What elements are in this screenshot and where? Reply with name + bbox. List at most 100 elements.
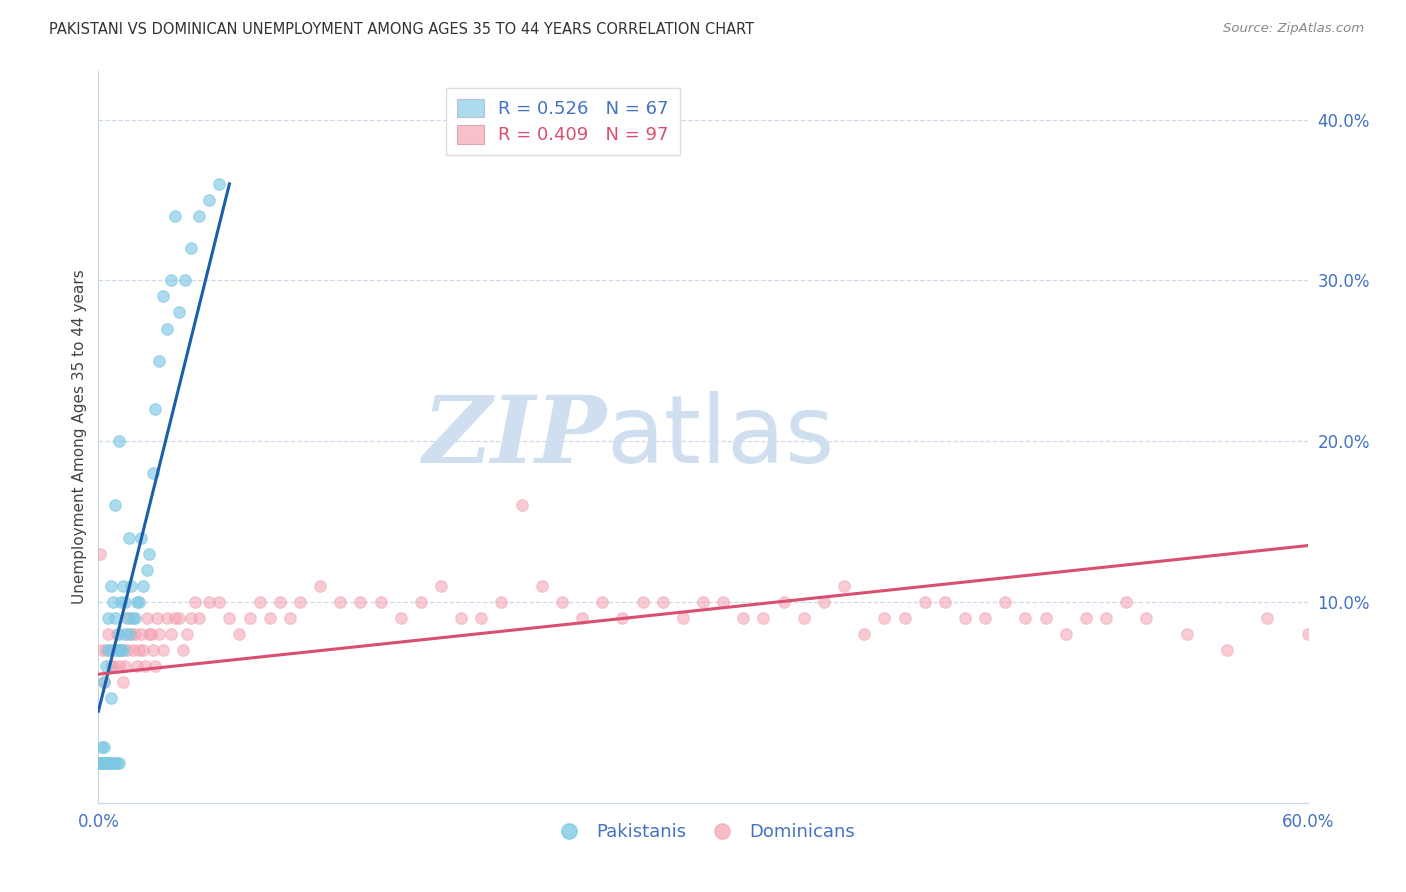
Point — [450, 611, 472, 625]
Point — [120, 627, 142, 641]
Point — [218, 611, 240, 625]
Point — [107, 627, 129, 641]
Point — [89, 756, 111, 770]
Point — [530, 579, 553, 593]
Point — [160, 627, 183, 641]
Point — [269, 595, 291, 609]
Point — [97, 627, 120, 641]
Point — [148, 353, 170, 368]
Point — [409, 595, 432, 609]
Point — [118, 627, 141, 641]
Point — [91, 756, 114, 770]
Point — [873, 611, 896, 625]
Point — [114, 595, 136, 609]
Point — [115, 643, 138, 657]
Point — [152, 289, 174, 303]
Point — [101, 756, 124, 770]
Point — [93, 739, 115, 754]
Point — [103, 611, 125, 625]
Point — [89, 756, 111, 770]
Point — [135, 611, 157, 625]
Point — [132, 643, 155, 657]
Point — [152, 643, 174, 657]
Point — [100, 659, 122, 673]
Point — [309, 579, 332, 593]
Point — [146, 611, 169, 625]
Point — [103, 756, 125, 770]
Point — [631, 595, 654, 609]
Point — [107, 643, 129, 657]
Point — [1135, 611, 1157, 625]
Point — [893, 611, 915, 625]
Text: atlas: atlas — [606, 391, 835, 483]
Point — [612, 611, 634, 625]
Point — [128, 643, 150, 657]
Point — [160, 273, 183, 287]
Point — [97, 611, 120, 625]
Point — [934, 595, 956, 609]
Point — [1014, 611, 1036, 625]
Point — [120, 579, 142, 593]
Point — [125, 595, 148, 609]
Point — [813, 595, 835, 609]
Point — [349, 595, 371, 609]
Point — [1095, 611, 1118, 625]
Point — [571, 611, 593, 625]
Point — [93, 675, 115, 690]
Point — [107, 756, 129, 770]
Point — [138, 627, 160, 641]
Point — [278, 611, 301, 625]
Point — [89, 756, 111, 770]
Point — [228, 627, 250, 641]
Point — [208, 177, 231, 191]
Point — [91, 756, 114, 770]
Point — [121, 643, 143, 657]
Point — [1316, 643, 1339, 657]
Point — [110, 643, 132, 657]
Point — [180, 611, 202, 625]
Point — [93, 756, 115, 770]
Point — [142, 643, 165, 657]
Point — [118, 611, 141, 625]
Point — [793, 611, 815, 625]
Point — [89, 547, 111, 561]
Point — [370, 595, 392, 609]
Point — [129, 627, 152, 641]
Point — [1175, 627, 1198, 641]
Point — [288, 595, 311, 609]
Point — [111, 579, 134, 593]
Point — [93, 675, 115, 690]
Point — [101, 595, 124, 609]
Legend: Pakistanis, Dominicans: Pakistanis, Dominicans — [544, 816, 862, 848]
Point — [180, 241, 202, 255]
Point — [163, 209, 186, 223]
Point — [752, 611, 775, 625]
Point — [772, 595, 794, 609]
Point — [118, 531, 141, 545]
Point — [259, 611, 281, 625]
Point — [156, 611, 179, 625]
Point — [470, 611, 492, 625]
Point — [198, 595, 221, 609]
Point — [115, 611, 138, 625]
Point — [93, 756, 115, 770]
Point — [832, 579, 855, 593]
Point — [188, 209, 211, 223]
Point — [430, 579, 453, 593]
Point — [1054, 627, 1077, 641]
Point — [110, 595, 132, 609]
Point — [100, 643, 122, 657]
Point — [163, 611, 186, 625]
Point — [651, 595, 673, 609]
Point — [1296, 627, 1319, 641]
Point — [974, 611, 997, 625]
Point — [711, 595, 734, 609]
Point — [591, 595, 613, 609]
Point — [96, 756, 118, 770]
Point — [103, 499, 125, 513]
Point — [121, 611, 143, 625]
Point — [105, 643, 128, 657]
Point — [97, 756, 120, 770]
Point — [128, 595, 150, 609]
Point — [96, 643, 118, 657]
